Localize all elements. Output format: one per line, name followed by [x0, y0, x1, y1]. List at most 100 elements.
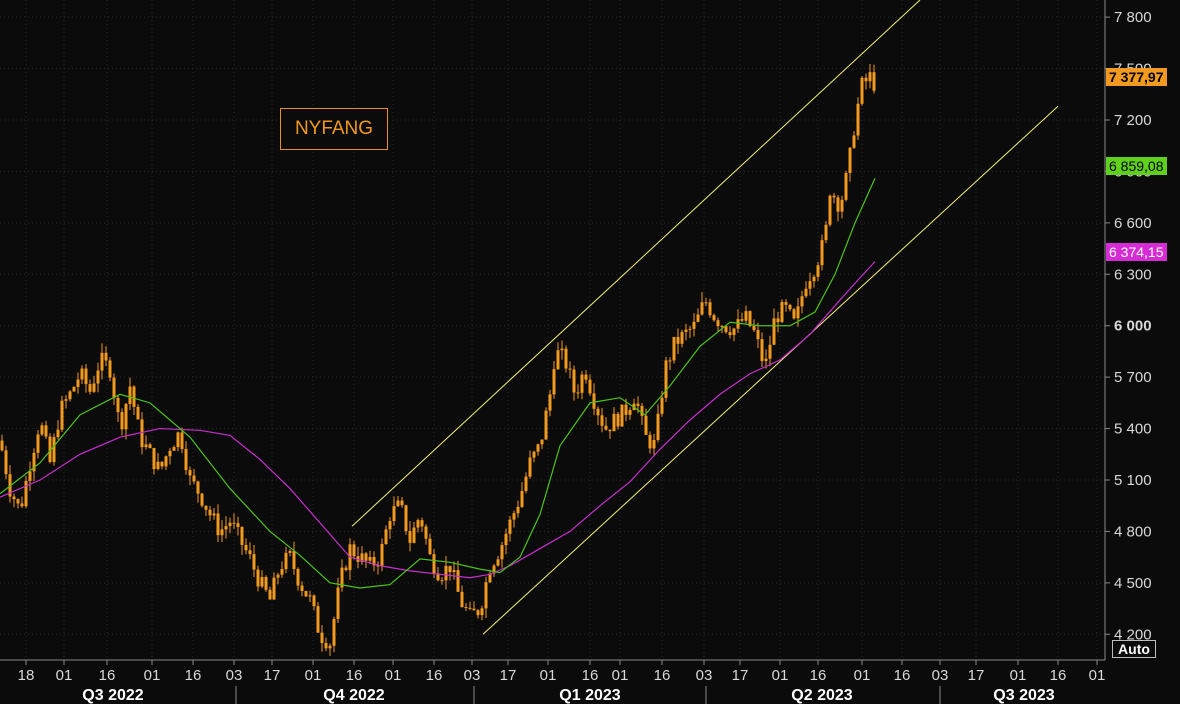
candle-body: [412, 527, 416, 543]
candle-body: [536, 444, 540, 452]
candle-body: [424, 526, 428, 539]
candle-body: [328, 645, 332, 649]
candle-body: [372, 557, 376, 566]
candle-body: [460, 591, 464, 608]
candle-body: [816, 265, 820, 277]
candle-body: [76, 379, 80, 387]
candle-body: [584, 374, 588, 380]
candle-body: [748, 311, 752, 327]
candle-body: [784, 302, 788, 305]
auto-scale-button[interactable]: Auto: [1112, 640, 1156, 658]
candle-body: [264, 577, 268, 590]
candle-body: [476, 610, 480, 616]
candle-body: [548, 394, 552, 411]
candle-body: [684, 329, 688, 332]
trend-channel-line: [351, 0, 921, 527]
candle-body: [152, 448, 156, 470]
candle-body: [776, 318, 780, 323]
x-tick-label: 03: [932, 667, 949, 684]
candle-body: [292, 550, 296, 569]
candle-body: [572, 369, 576, 393]
candle-body: [68, 391, 72, 400]
candle-body: [432, 554, 436, 574]
candle-body: [660, 397, 664, 414]
candle-body: [716, 320, 720, 326]
y-tick-label: 4 200: [1114, 626, 1152, 643]
y-tick-label: 4 500: [1114, 575, 1152, 592]
candle-body: [644, 415, 648, 435]
candle-body: [360, 553, 364, 562]
candle-body: [148, 444, 152, 449]
candle-body: [308, 595, 312, 597]
candle-body: [156, 461, 160, 470]
candle-body: [20, 503, 24, 507]
candle-body: [48, 436, 52, 462]
candle-body: [692, 321, 696, 329]
candle-body: [380, 543, 384, 566]
candle-body: [144, 444, 148, 448]
candle-body: [808, 281, 812, 289]
x-tick-label: 01: [56, 667, 73, 684]
candle-body: [540, 439, 544, 445]
candle-body: [760, 339, 764, 362]
candle-body: [768, 344, 772, 359]
candle-body: [796, 306, 800, 319]
trend-channel-line: [482, 105, 1059, 635]
x-tick-label: 16: [426, 667, 443, 684]
candle-body: [268, 589, 272, 600]
ma-fast-line: [0, 178, 876, 589]
candle-body: [132, 386, 136, 407]
x-tick-label: 01: [385, 667, 402, 684]
candle-body: [628, 410, 632, 415]
candle-body: [184, 448, 188, 471]
x-tick-label: 01: [1010, 667, 1027, 684]
candle-body: [608, 429, 612, 432]
candle-body: [568, 368, 572, 370]
candle-body: [488, 573, 492, 583]
candle-body: [80, 368, 84, 380]
y-tick-label: 5 400: [1114, 421, 1152, 438]
chart-title-box: NYFANG: [280, 108, 388, 150]
x-tick-label: 03: [696, 667, 713, 684]
y-tick-label: 4 800: [1114, 523, 1152, 540]
candle-body: [164, 456, 168, 467]
x-tick-label: 01: [305, 667, 322, 684]
candle-body: [560, 348, 564, 351]
candle-body: [168, 450, 172, 457]
y-tick-label: 5 100: [1114, 472, 1152, 489]
candle-body: [836, 197, 840, 212]
candle-body: [304, 590, 308, 597]
candle-body: [312, 595, 316, 607]
candle-body: [840, 199, 844, 212]
quarter-label: Q3 2022: [82, 687, 143, 704]
candle-body: [860, 77, 864, 104]
candle-body: [24, 480, 28, 507]
candle-body: [296, 568, 300, 586]
x-tick-label: 01: [772, 667, 789, 684]
candle-body: [640, 405, 644, 416]
candle-body: [532, 451, 536, 458]
candle-body: [44, 425, 48, 437]
candle-body: [244, 544, 248, 551]
candle-body: [656, 413, 660, 440]
candle-body: [772, 318, 776, 345]
candle-body: [864, 77, 868, 82]
candle-body: [12, 496, 16, 500]
candle-body: [680, 331, 684, 344]
candle-body: [740, 319, 744, 321]
candle-body: [440, 580, 444, 582]
candle-body: [272, 577, 276, 600]
candle-body: [84, 368, 88, 385]
candle-body: [404, 505, 408, 532]
candle-body: [248, 550, 252, 555]
candle-body: [752, 326, 756, 330]
candle-body: [28, 471, 32, 481]
candle-body: [668, 360, 672, 362]
candle-body: [528, 457, 532, 477]
candle-body: [724, 326, 728, 333]
candle-body: [300, 585, 304, 591]
x-tick-label: 17: [732, 667, 749, 684]
candle-body: [652, 439, 656, 449]
quarter-label: Q3 2023: [993, 687, 1054, 704]
last-price-tag: 7 377,97: [1106, 68, 1167, 86]
